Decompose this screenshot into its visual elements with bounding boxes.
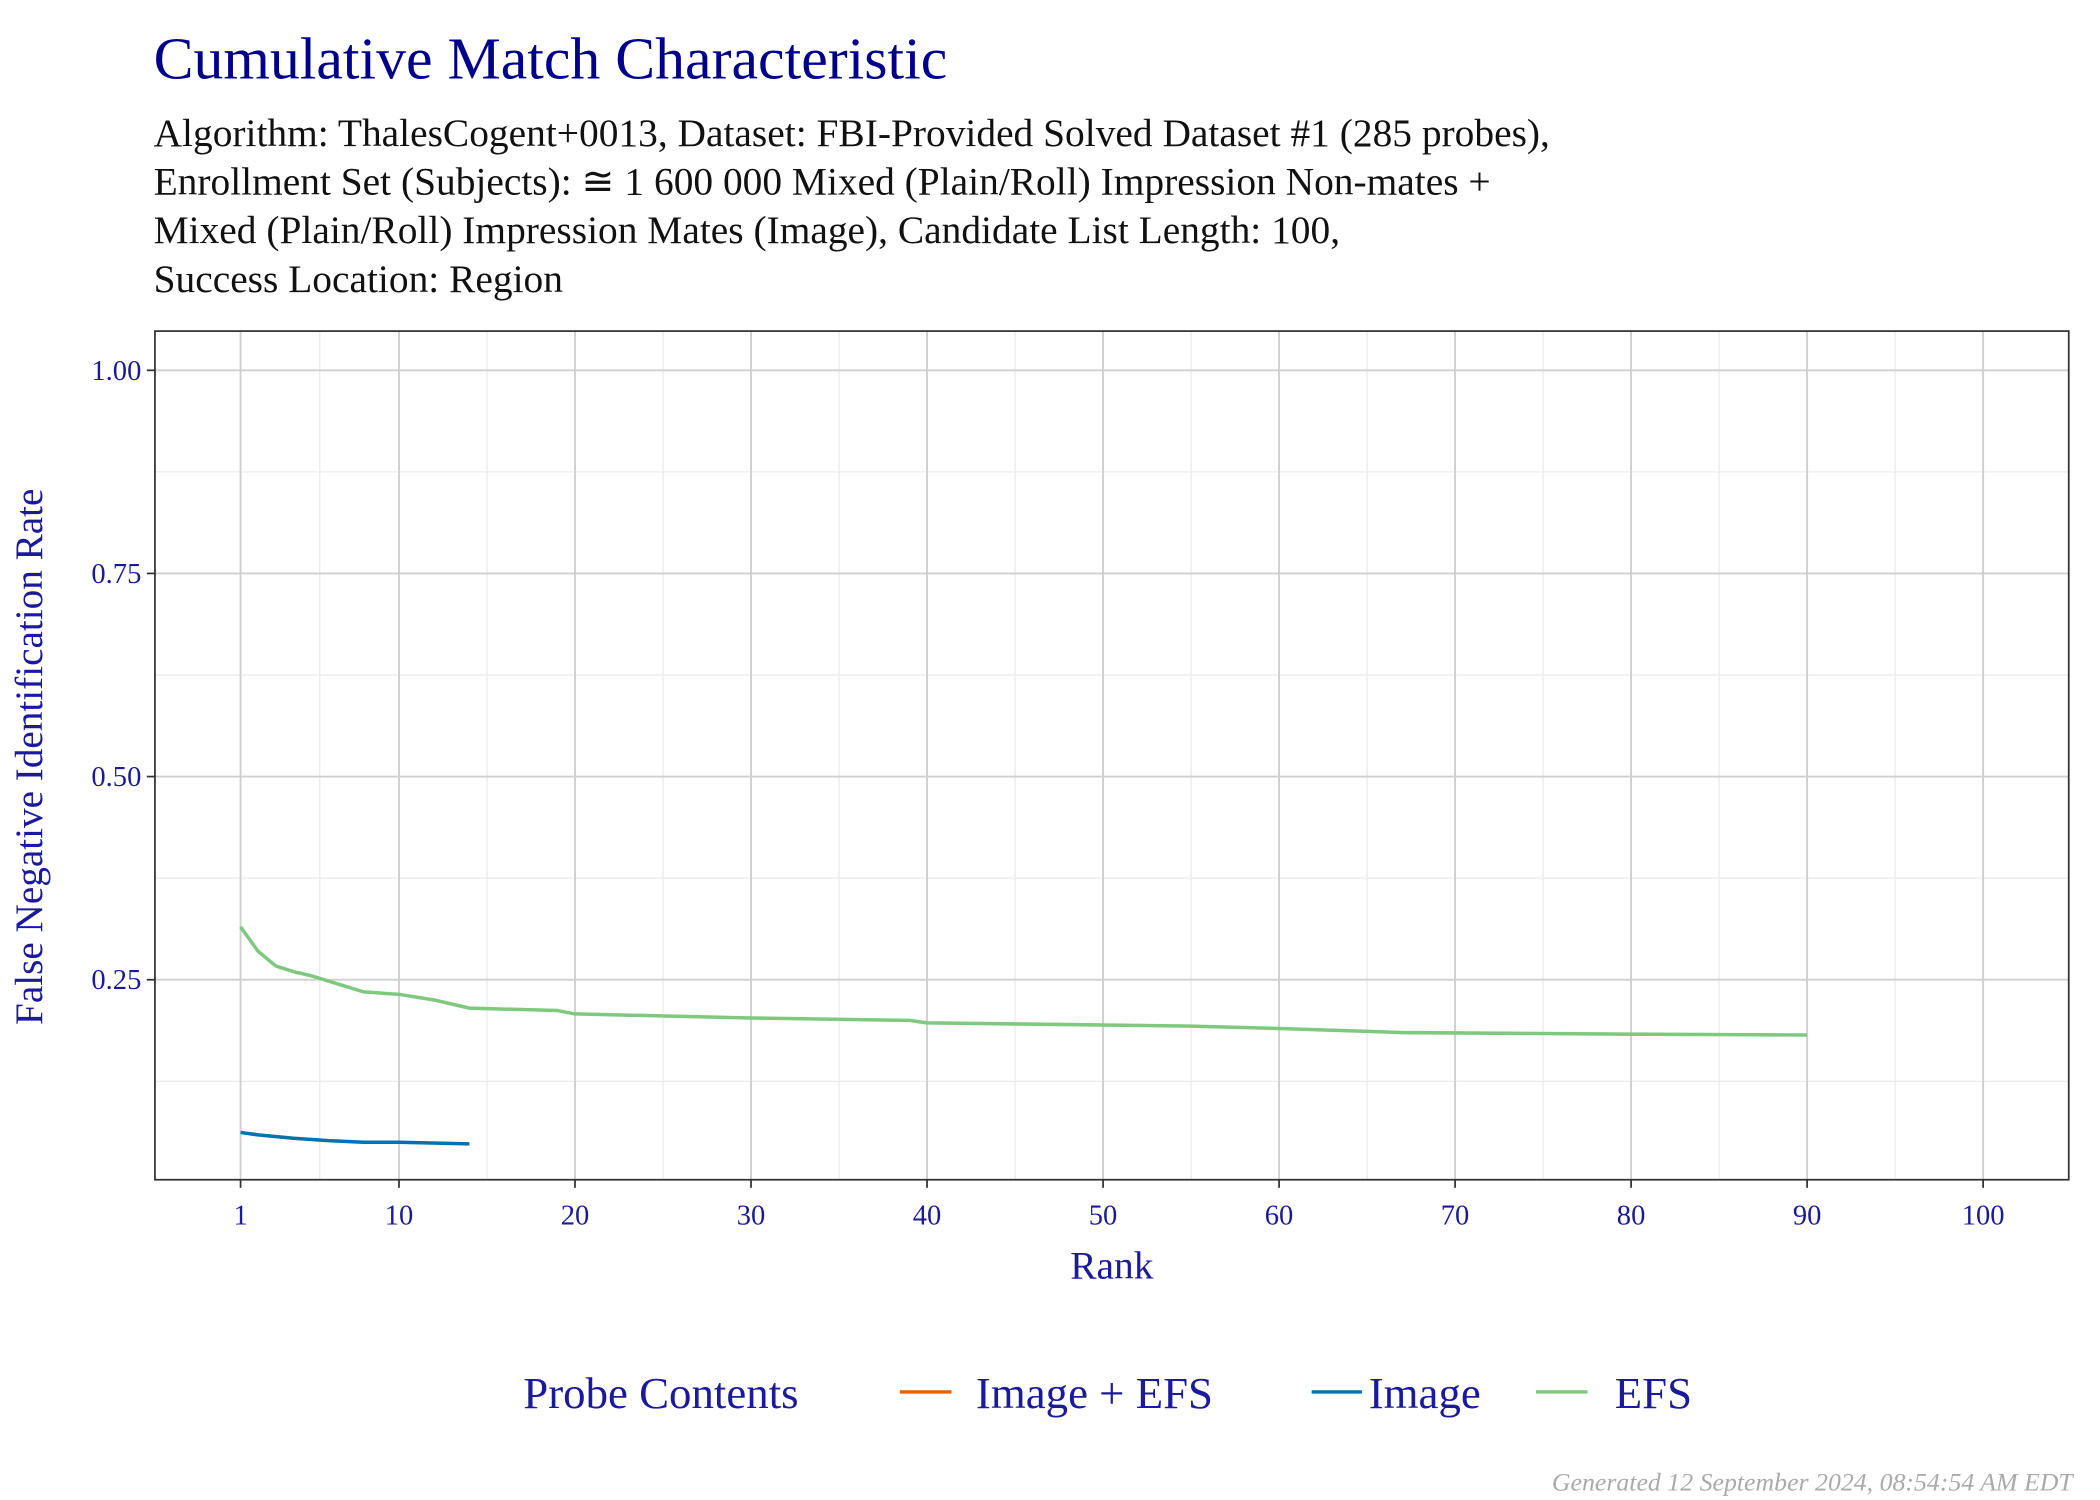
x-tick-label: 20: [561, 1200, 590, 1231]
legend-label-image: Image: [1369, 1368, 1481, 1418]
y-tick-label: 0.75: [91, 559, 141, 590]
legend-label-image-efs: Image + EFS: [976, 1368, 1213, 1418]
generated-footer: Generated 12 September 2024, 08:54:54 AM…: [1552, 1468, 2075, 1497]
y-axis-label: False Negative Identification Rate: [7, 489, 51, 1025]
y-tick-label: 0.25: [91, 965, 141, 996]
series-lines: [239, 925, 1808, 1146]
subtitle-line: Enrollment Set (Subjects): ≅ 1 600 000 M…: [154, 160, 1491, 204]
legend: Probe Contents Image + EFS Image EFS: [523, 1368, 1692, 1418]
x-tick-label: 30: [737, 1200, 766, 1231]
x-tick-label: 90: [1793, 1200, 1822, 1231]
chart-title: Cumulative Match Characteristic: [154, 26, 948, 92]
axes: 1 10 20 30 40 50 60 70 80 90 100 0.25 0.50 0.75 1.00: [91, 356, 2004, 1231]
x-tick-label: 10: [385, 1200, 414, 1231]
x-tick-label: 40: [913, 1200, 942, 1231]
x-tick-label: 50: [1089, 1200, 1118, 1231]
legend-title: Probe Contents: [523, 1368, 798, 1418]
x-tick-label: 80: [1617, 1200, 1646, 1231]
x-tick-label: 60: [1265, 1200, 1294, 1231]
subtitle-line: Success Location: Region: [154, 257, 564, 301]
x-tick-label: 100: [1962, 1200, 2005, 1231]
x-tick-label: 70: [1441, 1200, 1470, 1231]
legend-label-efs: EFS: [1615, 1368, 1692, 1418]
series-line-image: [240, 1130, 470, 1146]
x-axis-label: Rank: [1070, 1243, 1154, 1287]
y-tick-label: 0.50: [91, 762, 141, 793]
x-tick-label: 1: [233, 1200, 247, 1231]
panel-border: [154, 330, 2070, 1181]
series-line-efs: [239, 925, 1808, 1037]
grid: [154, 331, 2069, 1180]
subtitle-line: Mixed (Plain/Roll) Impression Mates (Ima…: [154, 208, 1340, 252]
chart-subtitle: Algorithm: ThalesCogent+0013, Dataset: F…: [154, 111, 1550, 301]
subtitle-line: Algorithm: ThalesCogent+0013, Dataset: F…: [154, 111, 1550, 155]
y-tick-label: 1.00: [91, 356, 141, 387]
